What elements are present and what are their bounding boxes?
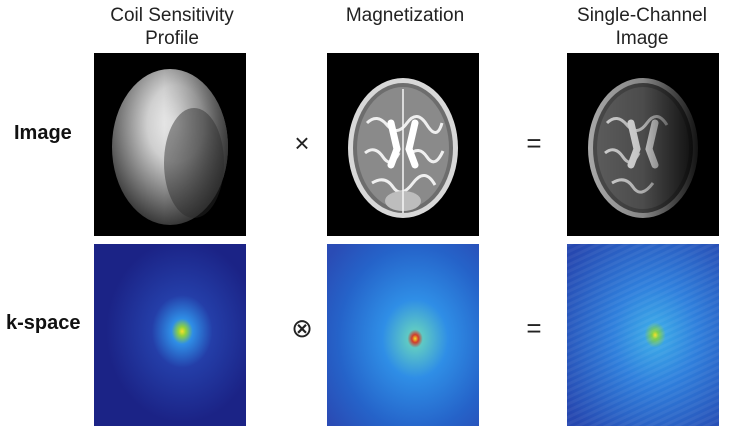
magnetization-kspace-graphic [327, 244, 479, 426]
single-channel-kspace [567, 244, 719, 426]
column-title-single-channel: Single-Channel Image [577, 5, 707, 49]
column-title-coil-sensitivity: Coil Sensitivity Profile [110, 5, 234, 49]
coil-sensitivity-image [94, 53, 246, 236]
column-title-magnetization: Magnetization [345, 5, 465, 26]
equals-operator-kspace: = [526, 313, 542, 343]
row-label-kspace: k-space [6, 312, 81, 334]
convolve-operator: ⊗ [291, 313, 313, 343]
brain-mri-graphic [327, 53, 479, 236]
row-label-image: Image [14, 122, 72, 144]
single-channel-kspace-graphic [567, 244, 719, 426]
coil-sensitivity-graphic [94, 53, 246, 236]
multiply-operator: × [294, 128, 310, 158]
single-channel-mri-graphic [567, 53, 719, 236]
magnetization-kspace [327, 244, 479, 426]
coil-kspace-graphic [94, 244, 246, 426]
coil-sensitivity-kspace [94, 244, 246, 426]
magnetization-image [327, 53, 479, 236]
single-channel-image [567, 53, 719, 236]
equals-operator-image: = [526, 128, 542, 158]
